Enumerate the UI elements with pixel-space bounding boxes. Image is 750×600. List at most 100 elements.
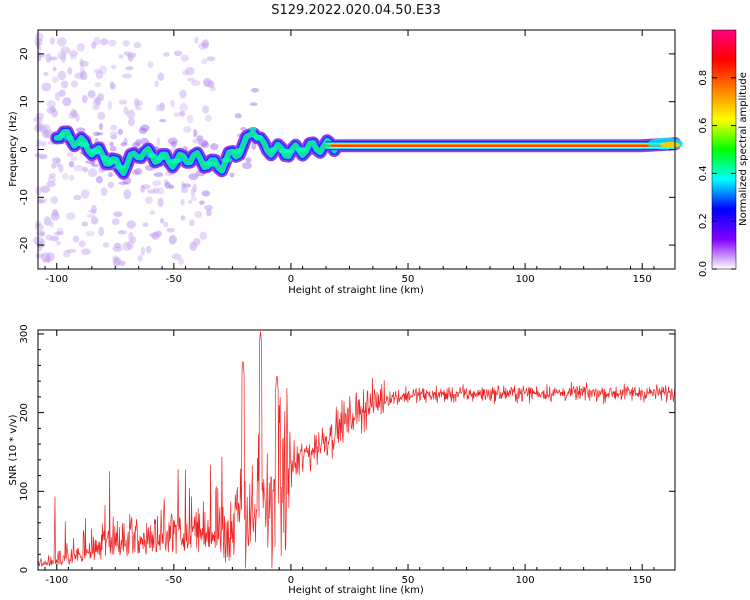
- spectrogram-noise-blob: [183, 126, 192, 133]
- spectrogram-xtick-label: 150: [633, 274, 652, 285]
- spectrogram-noise-blob: [204, 114, 212, 122]
- spectrogram-noise-blob: [189, 219, 195, 227]
- spectrogram-noise-blob: [48, 173, 56, 179]
- spectrogram-noise-blob: [41, 252, 50, 262]
- spectrogram-ytick-label: 0: [19, 146, 30, 152]
- spectrogram-noise-blob: [90, 216, 99, 225]
- spectrogram-noise-blob: [245, 157, 252, 163]
- spectrogram-noise-blob: [60, 46, 71, 55]
- spectrogram-noise-blob: [149, 210, 155, 215]
- spectrogram-noise-blob: [180, 199, 185, 206]
- spectrogram-noise-blob: [117, 128, 123, 136]
- spectrogram-noise-blob: [45, 234, 53, 241]
- spectrogram-noise-blob: [131, 236, 137, 244]
- spectrogram-hotspot: [146, 153, 157, 159]
- spectrogram-noise-blob: [76, 43, 85, 52]
- spectrogram-noise-blob: [126, 109, 136, 119]
- spectrogram-noise-blob: [173, 112, 180, 118]
- spectrogram-noise-blob: [73, 164, 84, 172]
- spectrogram-noise-blob: [180, 54, 189, 62]
- colorbar-tick-label: 0.8: [698, 70, 709, 86]
- spectrogram-noise-blob: [201, 141, 210, 149]
- spectrogram-noise-blob: [108, 172, 113, 178]
- spectrogram-noise-blob: [159, 119, 167, 123]
- spectrogram-noise-blob: [118, 99, 128, 105]
- spectrogram-noise-blob: [135, 106, 142, 111]
- spectrogram-noise-blob: [159, 218, 165, 224]
- spectrogram-noise-blob: [131, 169, 140, 176]
- snr-series-line: [37, 331, 676, 569]
- spectrogram-noise-blob: [107, 181, 115, 189]
- spectrogram-noise-blob: [204, 80, 213, 87]
- spectrogram-noise-blob: [55, 230, 65, 236]
- colorbar-label: Normalized spectral amplitude: [738, 72, 749, 226]
- spectrogram-marks: [33, 32, 684, 267]
- spectrogram-noise-blob: [81, 221, 89, 227]
- spectrogram-noise-blob: [137, 254, 143, 262]
- spectrogram-hotspot: [295, 147, 306, 153]
- spectrogram-noise-blob: [95, 176, 103, 184]
- figure-title: S129.2022.020.04.50.E33: [271, 3, 440, 18]
- spectrogram-noise-blob: [147, 61, 154, 68]
- spectrogram-noise-blob: [91, 163, 100, 168]
- spectrogram-noise-blob: [86, 213, 96, 218]
- spectrogram-noise-blob: [206, 208, 212, 217]
- spectrogram-noise-blob: [134, 98, 140, 108]
- spectrogram-noise-blob: [127, 117, 135, 127]
- spectrogram-noise-blob: [179, 89, 187, 99]
- spectrogram-noise-blob: [45, 53, 52, 64]
- spectrogram-noise-blob: [210, 86, 216, 92]
- spectrogram-noise-blob: [179, 102, 188, 113]
- spectrogram-noise-blob: [186, 115, 194, 124]
- spectrogram-hotspot: [77, 141, 89, 147]
- spectrogram-noise-blob: [70, 156, 78, 161]
- snr-ytick-label: 300: [19, 324, 30, 343]
- spectrogram-noise-blob: [65, 212, 76, 220]
- spectrogram-noise-blob: [109, 81, 115, 90]
- spectrogram-noise-blob: [240, 126, 247, 132]
- spectrogram-noise-blob: [147, 189, 156, 194]
- spectrogram-noise-blob: [163, 179, 168, 187]
- snr-ytick-label: 100: [19, 482, 30, 501]
- colorbar-gradient: [711, 29, 737, 270]
- spectrogram-noise-blob: [163, 221, 169, 228]
- spectrogram-noise-blob: [122, 73, 132, 79]
- spectrogram-noise-blob: [181, 181, 186, 189]
- spectrogram-noise-blob: [154, 80, 159, 88]
- spectrogram-noise-blob: [52, 66, 57, 72]
- spectrogram-noise-blob: [72, 235, 80, 243]
- spectrogram-noise-blob: [56, 227, 64, 235]
- spectrogram-noise-blob: [37, 199, 45, 204]
- spectrogram-noise-blob: [40, 185, 51, 193]
- spectrogram-xtick-label: -100: [45, 274, 68, 285]
- spectrogram-noise-blob: [85, 160, 95, 164]
- spectrogram-noise-blob: [55, 240, 62, 246]
- spectrogram-noise-blob: [192, 138, 200, 144]
- spectrogram-hotspot: [249, 126, 257, 132]
- spectrogram-noise-blob: [110, 124, 118, 131]
- spectrogram-noise-blob: [107, 39, 117, 47]
- spectrogram-noise-blob: [100, 187, 108, 197]
- spectrogram-noise-blob: [68, 160, 75, 168]
- spectrogram-noise-blob: [189, 241, 197, 252]
- spectrogram-noise-blob: [194, 211, 203, 218]
- spectrogram-noise-blob: [127, 54, 134, 62]
- spectrogram-noise-blob: [122, 242, 132, 251]
- spectrogram-noise-blob: [185, 67, 195, 76]
- snr-xtick-label: -50: [166, 575, 182, 586]
- spectrogram-band-layer: [326, 144, 675, 147]
- spectrogram-noise-blob: [43, 71, 49, 76]
- spectrogram-noise-blob: [194, 37, 199, 44]
- spectrogram-noise-blob: [159, 102, 165, 112]
- spectrogram-noise-blob: [40, 238, 46, 248]
- spectrogram-noise-blob: [99, 65, 108, 74]
- colorbar-ticks: 0.0 0.2 0.4 0.6 0.8: [698, 70, 736, 277]
- colorbar-tick-label: 0.0: [698, 261, 709, 277]
- spectrogram-noise-blob: [50, 235, 60, 242]
- spectrogram-noise-blob: [78, 240, 86, 248]
- spectrogram-noise-blob: [109, 131, 118, 137]
- spectrogram-hotspot: [114, 164, 126, 170]
- spectrogram-noise-blob: [153, 172, 164, 177]
